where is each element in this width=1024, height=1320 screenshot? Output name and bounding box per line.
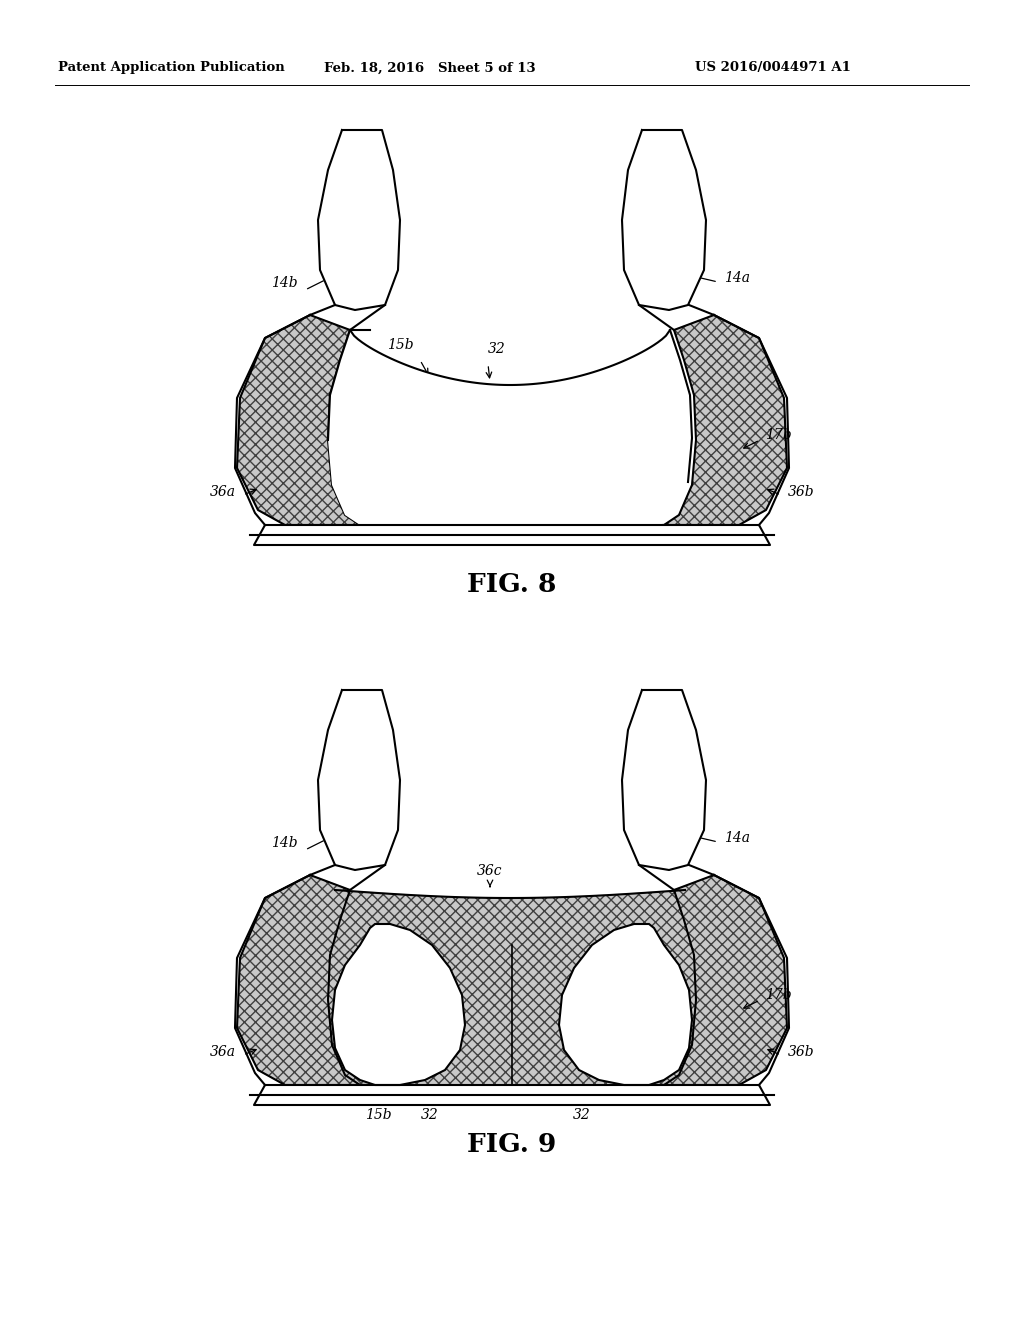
Text: 32: 32 (488, 342, 506, 356)
Polygon shape (328, 890, 696, 1085)
Polygon shape (254, 525, 770, 545)
Polygon shape (237, 315, 375, 525)
Text: 14b: 14b (271, 836, 298, 850)
Text: 14a: 14a (724, 832, 750, 845)
Polygon shape (237, 875, 375, 1085)
Text: 36b: 36b (788, 1045, 815, 1059)
Text: Feb. 18, 2016   Sheet 5 of 13: Feb. 18, 2016 Sheet 5 of 13 (325, 62, 536, 74)
Polygon shape (254, 1085, 770, 1105)
Text: 15b: 15b (365, 1107, 391, 1122)
Text: Patent Application Publication: Patent Application Publication (58, 62, 285, 74)
Text: 32: 32 (421, 1107, 439, 1122)
Text: FIG. 9: FIG. 9 (467, 1133, 557, 1158)
Polygon shape (318, 690, 400, 870)
Text: FIG. 8: FIG. 8 (467, 573, 557, 598)
Polygon shape (649, 875, 787, 1085)
Text: 17b: 17b (765, 428, 792, 442)
Polygon shape (649, 315, 787, 525)
Text: 14a: 14a (724, 271, 750, 285)
Text: 36a: 36a (210, 484, 236, 499)
Text: 36b: 36b (788, 484, 815, 499)
Polygon shape (332, 924, 465, 1085)
Polygon shape (318, 129, 400, 310)
Text: 36a: 36a (210, 1045, 236, 1059)
Text: 36c: 36c (477, 865, 503, 878)
Text: 17b: 17b (765, 987, 792, 1002)
Polygon shape (622, 690, 706, 870)
Text: 32: 32 (573, 1107, 591, 1122)
Text: US 2016/0044971 A1: US 2016/0044971 A1 (695, 62, 851, 74)
Polygon shape (622, 129, 706, 310)
Text: 14b: 14b (271, 276, 298, 290)
Text: 15b: 15b (387, 338, 414, 352)
Polygon shape (328, 330, 692, 525)
Polygon shape (559, 924, 692, 1085)
